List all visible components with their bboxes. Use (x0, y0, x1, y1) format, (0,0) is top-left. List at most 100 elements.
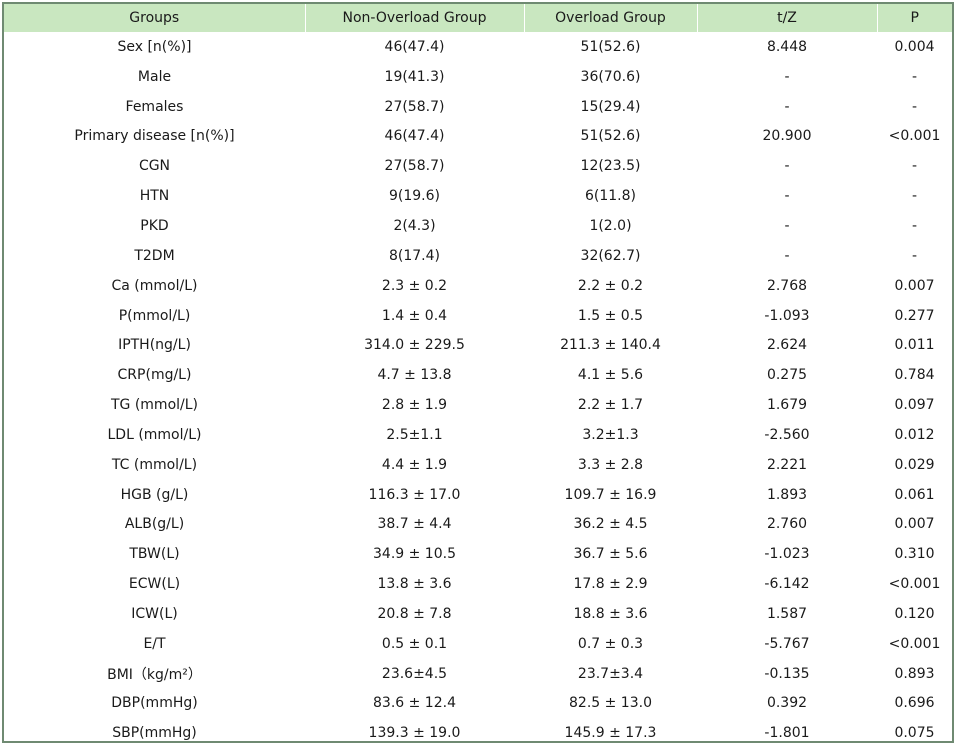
cell-overload: 15(29.4) (580, 98, 641, 115)
cell-non-overload: 2(4.3) (393, 217, 436, 234)
cell-overload: 1(2.0) (589, 217, 632, 234)
cell-p: 0.029 (894, 456, 935, 473)
cell-p: - (911, 158, 918, 175)
cell-p: 0.075 (894, 725, 935, 742)
cell-t-z: 8.448 (766, 38, 808, 55)
cell-p: 0.696 (894, 695, 935, 712)
cell-overload: 4.1 ± 5.6 (577, 367, 644, 384)
table-row: HTN 9(19.6) 6(11.8) - - (4, 181, 952, 211)
cell-p: 0.310 (894, 546, 935, 563)
cell-p: 0.277 (894, 307, 935, 324)
cell-t-z: 2.768 (766, 277, 808, 294)
cell-t-z: - (784, 158, 790, 175)
cell-t-z: -1.801 (764, 725, 810, 742)
header-p: P (910, 10, 919, 26)
cell-non-overload: 23.6±4.5 (381, 665, 448, 682)
cell-t-z: 0.275 (766, 367, 808, 384)
cell-t-z: -1.023 (764, 546, 810, 563)
header-row: Groups Non-Overload Group Overload Group… (4, 4, 952, 32)
cell-groups: Male (137, 68, 172, 85)
cell-t-z: - (784, 188, 790, 205)
cell-groups: P(mmol/L) (118, 307, 191, 324)
cell-p: - (911, 217, 918, 234)
cell-t-z: -5.767 (764, 635, 810, 652)
cell-overload: 211.3 ± 140.4 (560, 337, 661, 354)
table-row: SBP(mmHg) 139.3 ± 19.0 145.9 ± 17.3 -1.801 0… (4, 718, 952, 748)
table-row: BMI（kg/m²） 23.6±4.5 23.7±3.4 -0.135 0.893 (4, 659, 952, 689)
cell-groups: HGB (g/L) (120, 486, 189, 503)
cell-non-overload: 46(47.4) (384, 38, 445, 55)
cell-overload: 32(62.7) (580, 247, 641, 264)
cell-groups: ECW(L) (128, 576, 181, 593)
cell-overload: 3.3 ± 2.8 (577, 456, 644, 473)
cell-t-z: 2.221 (766, 456, 808, 473)
table-row: Females 27(58.7) 15(29.4) - - (4, 92, 952, 122)
cell-groups: PKD (140, 217, 169, 234)
cell-t-z: - (784, 98, 790, 115)
cell-non-overload: 9(19.6) (388, 188, 440, 205)
cell-groups: Females (125, 98, 184, 115)
cell-t-z: - (784, 247, 790, 264)
cell-non-overload: 20.8 ± 7.8 (377, 605, 452, 622)
cell-overload: 1.5 ± 0.5 (577, 307, 644, 324)
cell-p: 0.004 (894, 38, 935, 55)
table-row: ECW(L) 13.8 ± 3.6 17.8 ± 2.9 -6.142 <0.001 (4, 569, 952, 599)
cell-groups: ICW(L) (131, 605, 178, 622)
cell-groups: HTN (139, 188, 170, 205)
cell-groups: TBW(L) (129, 546, 180, 563)
cell-non-overload: 139.3 ± 19.0 (368, 725, 461, 742)
cell-groups: DBP(mmHg) (111, 695, 198, 712)
cell-non-overload: 13.8 ± 3.6 (377, 576, 452, 593)
cell-overload: 6(11.8) (584, 188, 636, 205)
table-row: ICW(L) 20.8 ± 7.8 18.8 ± 3.6 1.587 0.120 (4, 599, 952, 629)
cell-overload: 3.2±1.3 (582, 426, 639, 443)
header-t-z: t/Z (697, 4, 878, 32)
cell-t-z: 20.900 (762, 128, 812, 145)
cell-non-overload: 19(41.3) (384, 68, 445, 85)
table-row: CGN 27(58.7) 12(23.5) - - (4, 151, 952, 181)
cell-non-overload: 27(58.7) (384, 158, 445, 175)
cell-groups: E/T (143, 635, 166, 652)
cell-non-overload: 83.6 ± 12.4 (373, 695, 456, 712)
table-row: Sex [n(%)] 46(47.4) 51(52.6) 8.448 0.004 (4, 32, 952, 62)
cell-p: - (911, 68, 918, 85)
cell-non-overload: 116.3 ± 17.0 (368, 486, 461, 503)
cell-non-overload: 46(47.4) (384, 128, 445, 145)
cell-t-z: 0.392 (766, 695, 808, 712)
cell-p: - (911, 188, 918, 205)
cell-overload: 82.5 ± 13.0 (569, 695, 652, 712)
cell-non-overload: 1.4 ± 0.4 (381, 307, 448, 324)
cell-overload: 23.7±3.4 (577, 665, 644, 682)
cell-overload: 36(70.6) (580, 68, 641, 85)
cell-overload: 36.2 ± 4.5 (573, 516, 648, 533)
cell-p: 0.120 (894, 605, 935, 622)
cell-groups: ALB(g/L) (124, 516, 185, 533)
cell-groups: IPTH(ng/L) (118, 337, 191, 354)
cell-overload: 17.8 ± 2.9 (573, 576, 648, 593)
table-row: CRP(mg/L) 4.7 ± 13.8 4.1 ± 5.6 0.275 0.784 (4, 360, 952, 390)
table-row: Primary disease [n(%)] 46(47.4) 51(52.6) 20… (4, 122, 952, 152)
cell-p: 0.097 (894, 397, 935, 414)
cell-non-overload: 2.8 ± 1.9 (381, 397, 448, 414)
cell-t-z: 2.624 (766, 337, 808, 354)
table-row: TG (mmol/L) 2.8 ± 1.9 2.2 ± 1.7 1.679 0.097 (4, 390, 952, 420)
table-row: Ca (mmol/L) 2.3 ± 0.2 2.2 ± 0.2 2.768 0.007 (4, 271, 952, 301)
cell-t-z: 1.893 (766, 486, 808, 503)
cell-non-overload: 2.3 ± 0.2 (381, 277, 448, 294)
cell-groups: TC (mmol/L) (111, 456, 198, 473)
cell-p: 0.007 (894, 516, 935, 533)
cell-overload: 36.7 ± 5.6 (573, 546, 648, 563)
cell-p: 0.007 (894, 277, 935, 294)
cell-non-overload: 27(58.7) (384, 98, 445, 115)
cell-groups: TG (mmol/L) (110, 397, 199, 414)
cell-t-z: -0.135 (764, 665, 810, 682)
cell-overload: 0.7 ± 0.3 (577, 635, 644, 652)
cell-p: - (911, 247, 918, 264)
cell-p: - (911, 98, 918, 115)
cell-non-overload: 4.4 ± 1.9 (381, 456, 448, 473)
cell-overload: 51(52.6) (580, 38, 641, 55)
cell-groups: CRP(mg/L) (117, 367, 192, 384)
table-row: IPTH(ng/L) 314.0 ± 229.5 211.3 ± 140.4 2.62… (4, 330, 952, 360)
header-groups: Groups (4, 4, 306, 32)
